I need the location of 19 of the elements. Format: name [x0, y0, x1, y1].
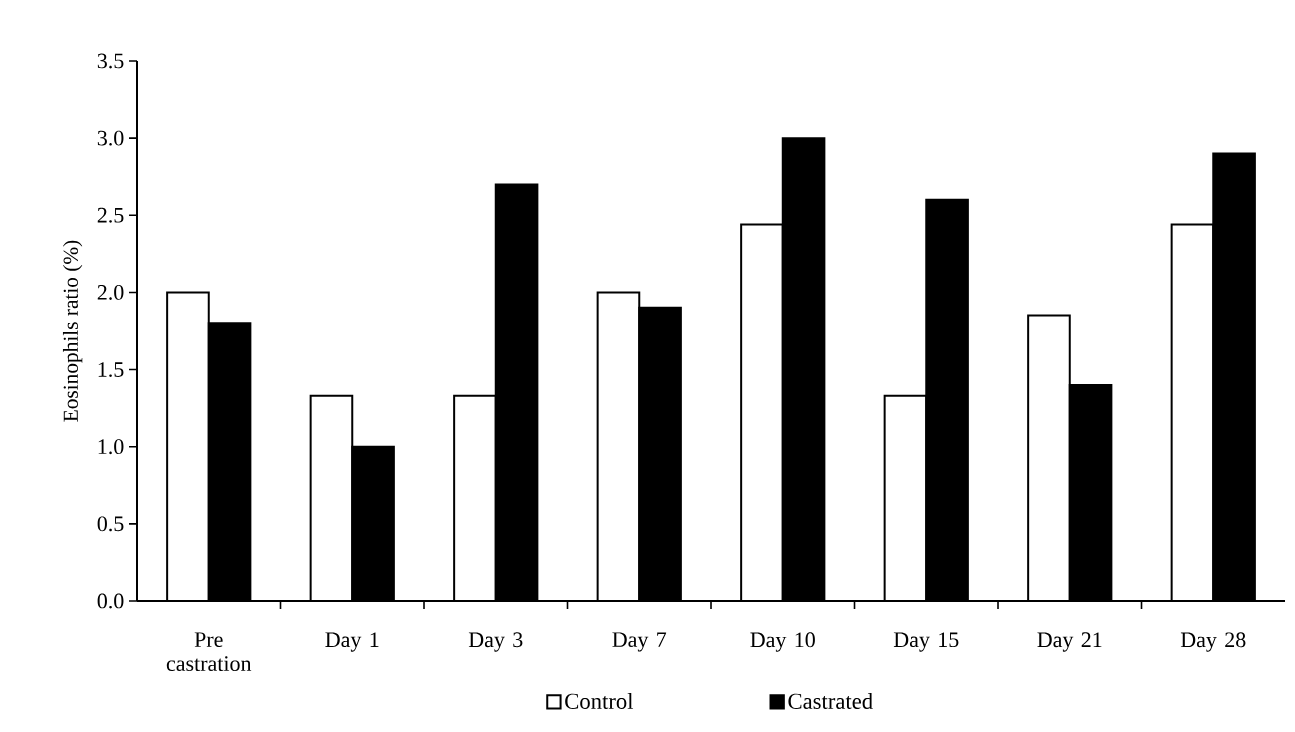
x-tick-label: Day 1 [325, 632, 379, 652]
y-tick-label: 1.5 [98, 362, 124, 377]
legend-label: Castrated [788, 693, 873, 709]
y-tick-label: 0.0 [97, 593, 124, 609]
legend-label: Control [565, 693, 634, 709]
x-tick-label: Day 7 [612, 632, 667, 652]
x-tick-label: Day 28 [1180, 632, 1246, 652]
x-tick-label: Day 3 [468, 632, 523, 652]
y-tick-label: 0.5 [97, 516, 124, 532]
y-tick-label: 2.0 [97, 284, 124, 300]
x-tick-label: Day 10 [750, 632, 815, 652]
x-tick-label: Day 15 [893, 632, 959, 652]
y-tick-label: 2.5 [97, 207, 124, 223]
y-tick-label: 3.0 [97, 130, 124, 146]
y-axis-title: Eosinophils ratio (%) [62, 240, 83, 422]
y-tick-label: 1.0 [98, 439, 124, 455]
x-tick-label: Pre castration [166, 632, 252, 671]
y-tick-label: 3.5 [97, 53, 124, 69]
x-tick-label: Day 21 [1037, 632, 1102, 652]
